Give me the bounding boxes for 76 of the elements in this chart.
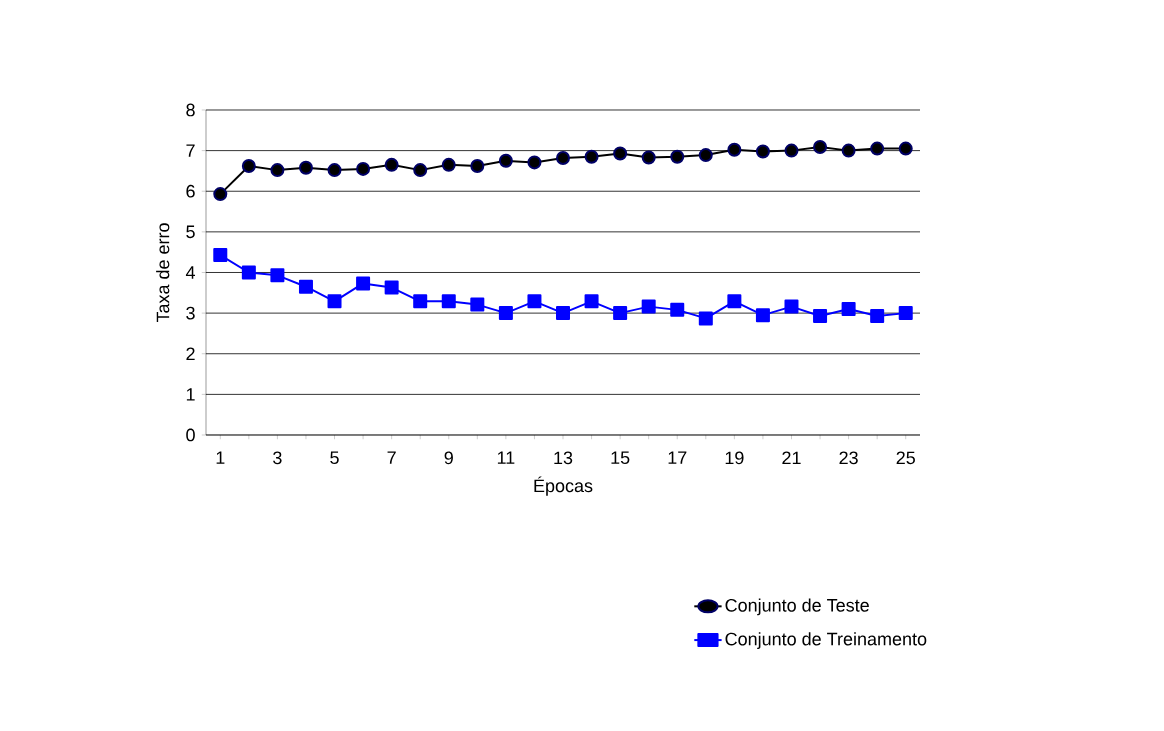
point [584,149,599,164]
point [584,294,599,309]
point [470,159,485,174]
y-tick-label: 4 [185,266,196,279]
point [813,139,828,154]
point [384,157,399,172]
y-tick-label: 0 [186,428,195,442]
point [384,280,399,295]
point [270,268,285,283]
point [241,265,256,280]
point [870,308,885,323]
point [641,150,656,165]
point [498,306,513,321]
point [470,297,485,312]
point [413,294,428,309]
y-axis-title: Taxa de erro [156,223,170,323]
point [270,163,285,178]
point [441,294,456,309]
point [498,153,513,168]
x-tick-label: 7 [387,451,396,464]
point [755,144,770,159]
point [698,148,713,163]
point [527,294,542,309]
point [556,306,571,321]
x-tick-label: 3 [273,451,282,465]
x-tick-label: 15 [611,451,630,465]
point [298,160,313,175]
legend-label: Conjunto de Teste [725,598,869,616]
y-tick-label: 1 [186,388,195,401]
point [413,163,428,178]
y-tick-label: 8 [186,103,195,117]
point [213,248,228,263]
y-tick-label: 5 [186,225,195,239]
y-tick-label: 7 [186,144,195,157]
x-tick-label: 19 [725,451,744,465]
x-tick-label: 17 [668,451,687,464]
point [755,308,770,323]
point [356,161,371,176]
point [527,155,542,170]
point [556,150,571,165]
x-tick-label: 25 [896,451,915,465]
point [727,142,742,157]
point [241,159,256,174]
point [813,308,828,323]
x-axis-title: Épocas [534,476,593,496]
y-tick-label: 2 [186,347,195,361]
point [356,276,371,291]
point [870,141,885,156]
point [613,306,628,321]
y-tick-label: 6 [186,184,195,198]
point [213,187,228,202]
y-tick-label: 3 [186,306,195,320]
point [298,279,313,294]
x-tick-label: 21 [782,451,801,465]
point [841,302,856,317]
legend-label: Conjunto de Treinamento [725,632,927,649]
x-tick-label: 9 [444,451,453,465]
point [441,157,456,172]
point [727,294,742,309]
point [898,141,913,156]
x-tick-label: 1 [216,451,225,464]
point [327,163,342,178]
point [613,146,628,161]
x-tick-label: 13 [554,451,573,465]
point [327,294,342,309]
point [898,306,913,321]
x-tick-label: 5 [330,451,339,465]
point [670,302,685,317]
point [784,299,799,314]
x-tick-label: 23 [839,451,858,465]
point [841,143,856,158]
point [670,149,685,164]
point [641,299,656,314]
point [784,143,799,158]
point [698,311,713,326]
x-tick-label: 11 [497,451,515,464]
